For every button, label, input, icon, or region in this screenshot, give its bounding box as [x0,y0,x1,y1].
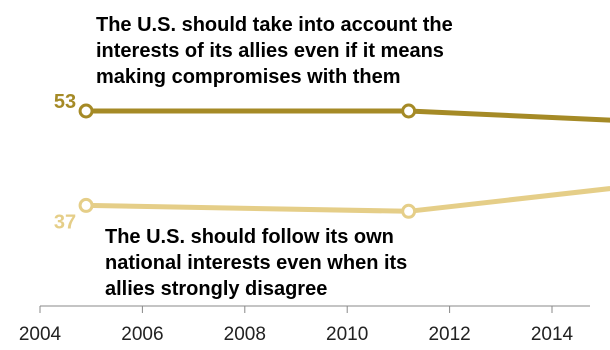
series-2-label: The U.S. should follow its own national … [105,226,413,300]
series-layer: 53553738 [54,91,610,233]
x-tick-label-2014: 2014 [531,324,574,345]
x-tick-label-2004: 2004 [19,324,62,345]
series-2-label-line-2: national interests even when its [105,252,407,274]
series-1-label-line-2: interests of its allies even if it means [96,40,444,62]
series-1-point-1 [78,103,94,119]
series-1-line [83,108,610,123]
series-1-label: The U.S. should take into account the in… [96,14,458,88]
series-2-point-1 [78,197,94,213]
series-2-point-2 [401,203,417,219]
series-2-start-value: 37 [54,211,76,233]
series-2-line [83,186,610,214]
series-1-start-value: 53 [54,91,76,113]
x-tick-label-2010: 2010 [326,324,368,345]
series-1-point-2 [401,103,417,119]
series-2-label-line-3: allies strongly disagree [105,278,327,300]
series-1-label-line-1: The U.S. should take into account the [96,14,453,36]
series-1-label-line-3: making compromises with them [96,66,401,88]
x-tick-label-2012: 2012 [428,324,470,345]
x-axis: 20042006200820102012201420162018 [19,305,590,345]
x-tick-label-2008: 2008 [224,324,266,345]
x-tick-label-2006: 2006 [121,324,163,345]
series-2-label-line-1: The U.S. should follow its own [105,226,394,248]
